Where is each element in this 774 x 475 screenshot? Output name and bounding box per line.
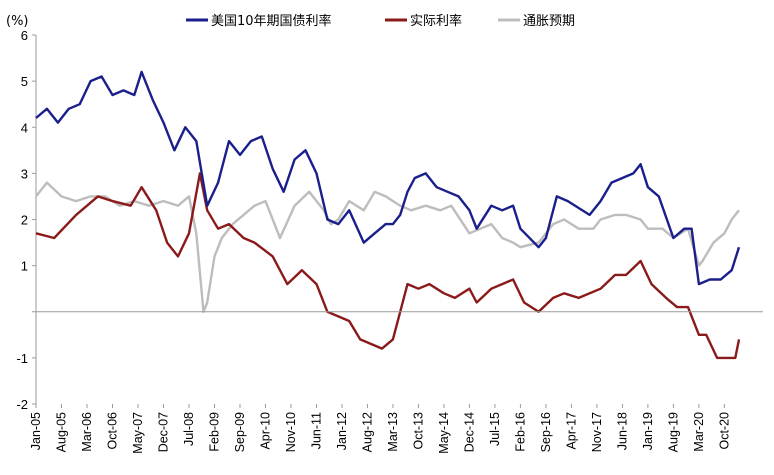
legend-label-treasury: 美国10年期国债利率 [211, 13, 332, 29]
legend-label-real-rate: 实际利率 [410, 13, 462, 29]
y-tick-label: 5 [21, 74, 28, 89]
y-tick-label: 1 [21, 259, 28, 274]
x-tick-label: May-14 [437, 412, 451, 454]
x-tick-label: Dec-14 [462, 412, 476, 452]
x-tick-label: Sep-16 [539, 412, 553, 452]
x-tick-label: Jun-18 [615, 412, 629, 450]
x-tick-label: Jun-11 [309, 412, 323, 449]
legend: 美国10年期国债利率 实际利率 通胀预期 [186, 13, 575, 29]
x-tick-label: Apr-10 [258, 412, 272, 450]
x-tick-label: Aug-12 [360, 412, 374, 452]
x-tick-label: May-07 [131, 412, 145, 454]
x-tick-label: Oct-06 [105, 412, 119, 450]
x-tick-label: Jan-05 [29, 412, 43, 450]
series-line-1 [35, 172, 741, 360]
x-tick-label: Jan-12 [335, 412, 349, 450]
x-tick-label: Oct-13 [411, 412, 425, 450]
x-tick-label: Aug-19 [666, 412, 680, 452]
x-tick-label: Jul-15 [488, 412, 502, 446]
series-layer [35, 70, 741, 360]
x-tick-label: Sep-09 [233, 412, 247, 452]
y-tick-label: 4 [21, 120, 28, 135]
x-tick-label: Feb-09 [207, 412, 221, 452]
x-tick-label: Nov-17 [590, 412, 604, 452]
series-line-2 [35, 181, 740, 313]
y-tick-label: -1 [16, 351, 28, 366]
y-axis-unit-label: (%) [6, 14, 29, 29]
x-axis-ticks: Jan-05 Aug-05 Mar-06 Oct-06 May-07 Dec-07 Jul-… [29, 404, 731, 454]
x-tick-label: Oct-20 [717, 412, 731, 450]
x-tick-label: Dec-07 [156, 412, 170, 452]
x-tick-label: Apr-17 [564, 412, 578, 450]
legend-label-inflation-expectation: 通胀预期 [523, 14, 575, 29]
y-axis-ticks: 6 5 4 3 2 1 -1 -2 [16, 28, 36, 412]
series-line-0 [35, 70, 741, 286]
x-tick-label: Mar-06 [80, 412, 94, 452]
y-tick-label: 3 [21, 166, 28, 181]
x-tick-label: Feb-16 [513, 412, 527, 452]
y-tick-label: -2 [16, 397, 28, 412]
x-tick-label: Jul-08 [182, 412, 196, 446]
y-tick-label: 2 [21, 213, 28, 228]
x-tick-label: Jan-19 [641, 412, 655, 450]
x-tick-label: Nov-10 [284, 412, 298, 452]
x-tick-label: Aug-05 [54, 412, 68, 452]
x-tick-label: Mar-13 [386, 412, 400, 452]
x-tick-label: Mar-20 [692, 412, 706, 452]
y-tick-label: 6 [21, 28, 28, 43]
